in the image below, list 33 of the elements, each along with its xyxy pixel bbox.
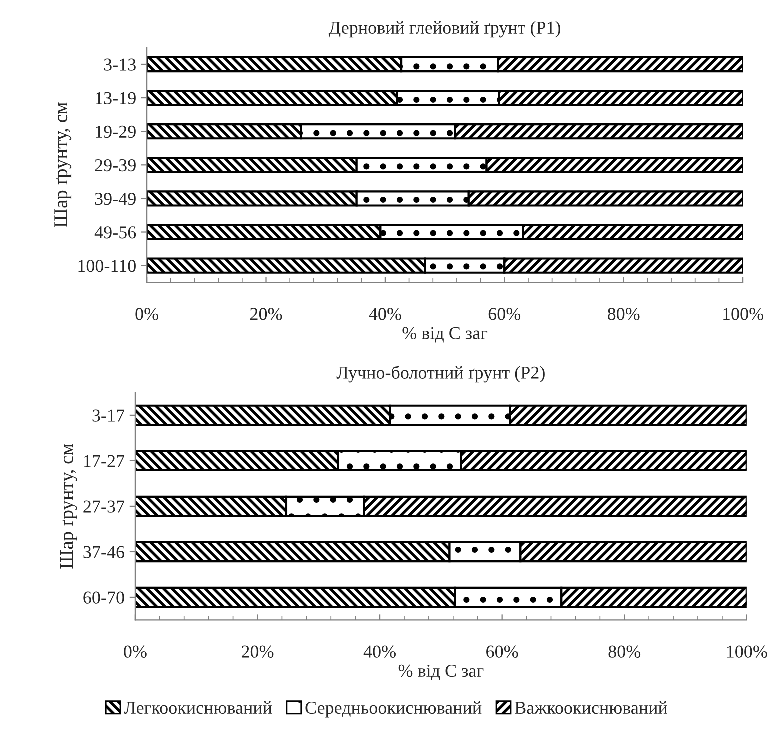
y-tick-label: 29-39: [95, 159, 136, 172]
x-tick-label: 60%: [488, 308, 521, 320]
y-tick-label: 3-13: [104, 58, 136, 71]
x-axis-title: % від С заг: [398, 664, 484, 680]
x-tick-label: 0%: [124, 646, 147, 658]
y-tick-label: 39-49: [95, 193, 136, 206]
x-tick-label: 60%: [486, 646, 518, 658]
x-tick-label: 20%: [242, 646, 274, 658]
y-tick-label: 37-46: [84, 546, 124, 558]
x-tick-label: 20%: [250, 308, 282, 320]
x-tick-label: 0%: [136, 308, 158, 320]
x-tick-label: 40%: [364, 646, 396, 658]
y-tick-label: 3-17: [92, 410, 125, 422]
legend-label: Середньоокиснюваний: [306, 702, 482, 718]
x-axis-title: % від С заг: [402, 327, 488, 343]
y-tick-label: 13-19: [96, 92, 136, 104]
x-tick-label: 40%: [369, 308, 402, 320]
y-axis-title: Шар ґрунту, см: [54, 102, 72, 228]
chart-title: Лучно-болотний ґрунт (Р2): [336, 366, 545, 383]
y-tick-label: 27-37: [84, 500, 125, 513]
x-tick-label: 80%: [608, 308, 640, 320]
y-tick-label: 60-70: [84, 592, 124, 604]
y-tick-label: 17-27: [84, 455, 125, 468]
y-tick-label: 19-29: [96, 126, 136, 138]
chart-title: Дерновий глейовий ґрунт (Р1): [328, 21, 561, 38]
x-tick-label: 100%: [724, 308, 764, 320]
y-tick-label: 100-110: [78, 260, 136, 272]
legend-label: Важкоокиснюваний: [515, 702, 668, 714]
y-tick-label: 49-56: [94, 226, 136, 239]
y-axis-title: Шар ґрунту, см: [60, 444, 78, 569]
legend-label: Легкоокиснюваний: [124, 702, 272, 714]
x-tick-label: 100%: [727, 646, 768, 658]
x-tick-label: 80%: [608, 646, 641, 658]
